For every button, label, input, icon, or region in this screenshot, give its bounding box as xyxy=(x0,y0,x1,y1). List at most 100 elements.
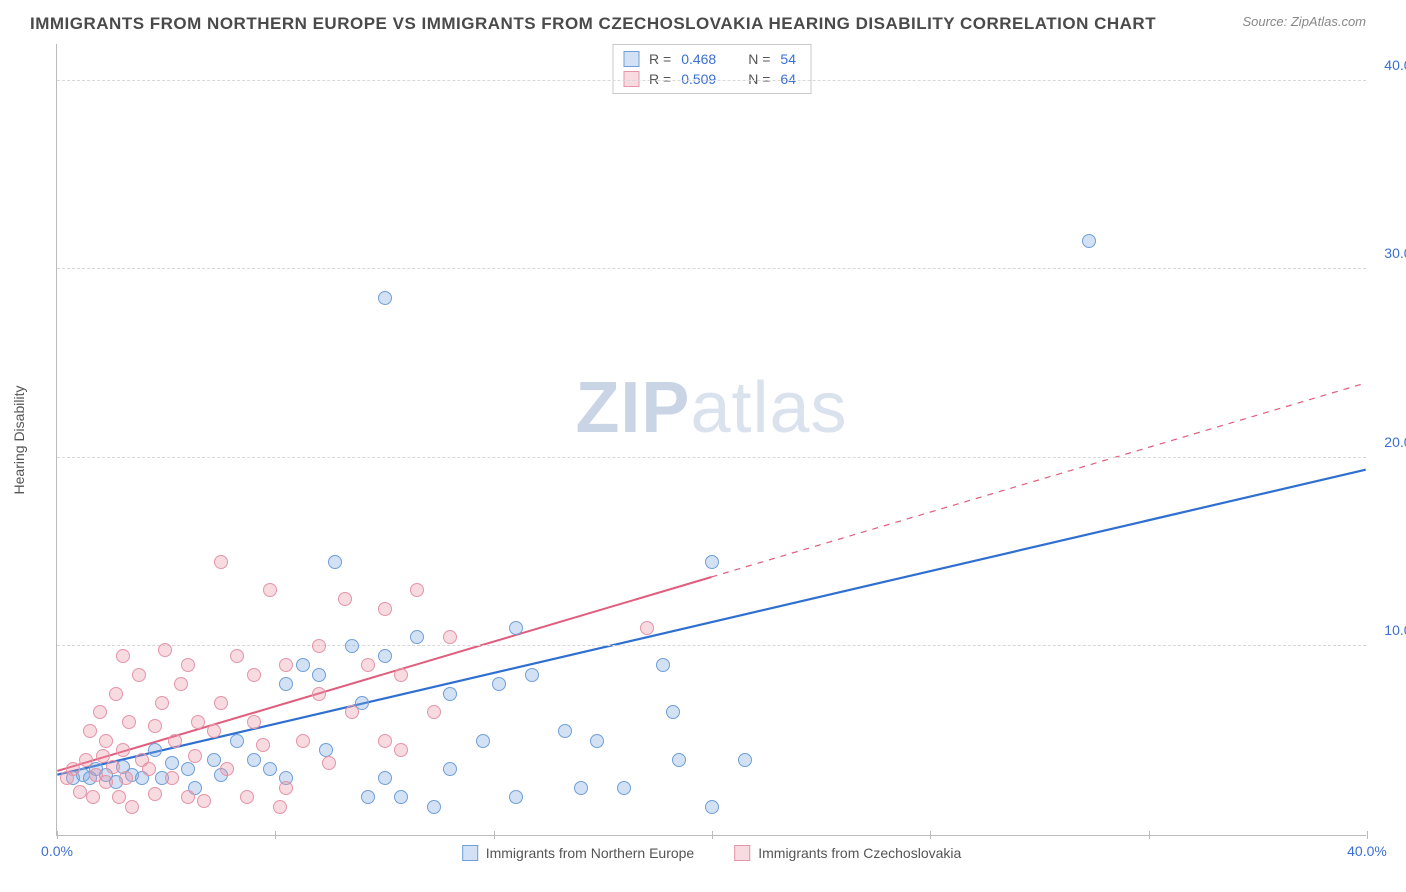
data-point xyxy=(443,687,457,701)
grid-line xyxy=(57,457,1366,458)
data-point xyxy=(590,734,604,748)
x-tick xyxy=(275,831,276,839)
data-point xyxy=(122,715,136,729)
data-point xyxy=(256,738,270,752)
data-point xyxy=(247,668,261,682)
data-point xyxy=(181,790,195,804)
x-tick-label: 0.0% xyxy=(41,843,73,859)
data-point xyxy=(378,291,392,305)
x-tick xyxy=(1149,831,1150,839)
data-point xyxy=(86,790,100,804)
data-point xyxy=(207,753,221,767)
data-point xyxy=(427,800,441,814)
data-point xyxy=(394,743,408,757)
data-point xyxy=(148,719,162,733)
legend-item-1: Immigrants from Northern Europe xyxy=(462,845,695,861)
data-point xyxy=(214,696,228,710)
data-point xyxy=(378,649,392,663)
grid-line xyxy=(57,268,1366,269)
data-point xyxy=(165,756,179,770)
data-point xyxy=(345,639,359,653)
data-point xyxy=(112,790,126,804)
plot-area: ZIPatlas Hearing Disability R = 0.468 N … xyxy=(56,44,1366,836)
x-tick xyxy=(57,831,58,839)
data-point xyxy=(296,734,310,748)
data-point xyxy=(296,658,310,672)
data-point xyxy=(230,734,244,748)
data-point xyxy=(312,687,326,701)
data-point xyxy=(509,790,523,804)
data-point xyxy=(666,705,680,719)
data-point xyxy=(443,630,457,644)
data-point xyxy=(322,756,336,770)
data-point xyxy=(378,771,392,785)
data-point xyxy=(410,583,424,597)
data-point xyxy=(93,705,107,719)
x-tick-label: 40.0% xyxy=(1347,843,1387,859)
data-point xyxy=(319,743,333,757)
data-point xyxy=(116,743,130,757)
data-point xyxy=(142,762,156,776)
data-point xyxy=(155,696,169,710)
x-tick xyxy=(930,831,931,839)
data-point xyxy=(116,649,130,663)
x-tick xyxy=(494,831,495,839)
data-point xyxy=(312,668,326,682)
data-point xyxy=(83,724,97,738)
data-point xyxy=(148,787,162,801)
data-point xyxy=(214,555,228,569)
data-point xyxy=(220,762,234,776)
data-point xyxy=(132,668,146,682)
data-point xyxy=(263,762,277,776)
data-point xyxy=(558,724,572,738)
data-point xyxy=(79,753,93,767)
data-point xyxy=(410,630,424,644)
legend-row-1: R = 0.468 N = 54 xyxy=(623,49,796,69)
watermark: ZIPatlas xyxy=(575,367,847,449)
data-point xyxy=(361,790,375,804)
data-point xyxy=(191,715,205,729)
chart-title: IMMIGRANTS FROM NORTHERN EUROPE VS IMMIG… xyxy=(30,14,1156,34)
data-point xyxy=(279,781,293,795)
x-tick xyxy=(712,831,713,839)
data-point xyxy=(188,749,202,763)
data-point xyxy=(328,555,342,569)
data-point xyxy=(165,771,179,785)
data-point xyxy=(263,583,277,597)
data-point xyxy=(99,734,113,748)
swatch-series1 xyxy=(623,51,639,67)
data-point xyxy=(230,649,244,663)
data-point xyxy=(148,743,162,757)
data-point xyxy=(197,794,211,808)
data-point xyxy=(361,658,375,672)
data-point xyxy=(394,668,408,682)
grid-line xyxy=(57,645,1366,646)
data-point xyxy=(509,621,523,635)
chart-container: ZIPatlas Hearing Disability R = 0.468 N … xyxy=(56,44,1366,836)
data-point xyxy=(106,760,120,774)
data-point xyxy=(247,753,261,767)
data-point xyxy=(378,602,392,616)
data-point xyxy=(247,715,261,729)
data-point xyxy=(427,705,441,719)
data-point xyxy=(672,753,686,767)
data-point xyxy=(125,800,139,814)
data-point xyxy=(174,677,188,691)
data-point xyxy=(181,658,195,672)
data-point xyxy=(240,790,254,804)
data-point xyxy=(443,762,457,776)
data-point xyxy=(181,762,195,776)
data-point xyxy=(705,555,719,569)
data-point xyxy=(273,800,287,814)
swatch-series2-bottom xyxy=(734,845,750,861)
data-point xyxy=(66,762,80,776)
data-point xyxy=(207,724,221,738)
data-point xyxy=(345,705,359,719)
data-point xyxy=(738,753,752,767)
data-point xyxy=(656,658,670,672)
y-tick-label: 30.0% xyxy=(1384,245,1406,261)
data-point xyxy=(109,687,123,701)
data-point xyxy=(279,658,293,672)
data-point xyxy=(394,790,408,804)
x-tick xyxy=(1367,831,1368,839)
